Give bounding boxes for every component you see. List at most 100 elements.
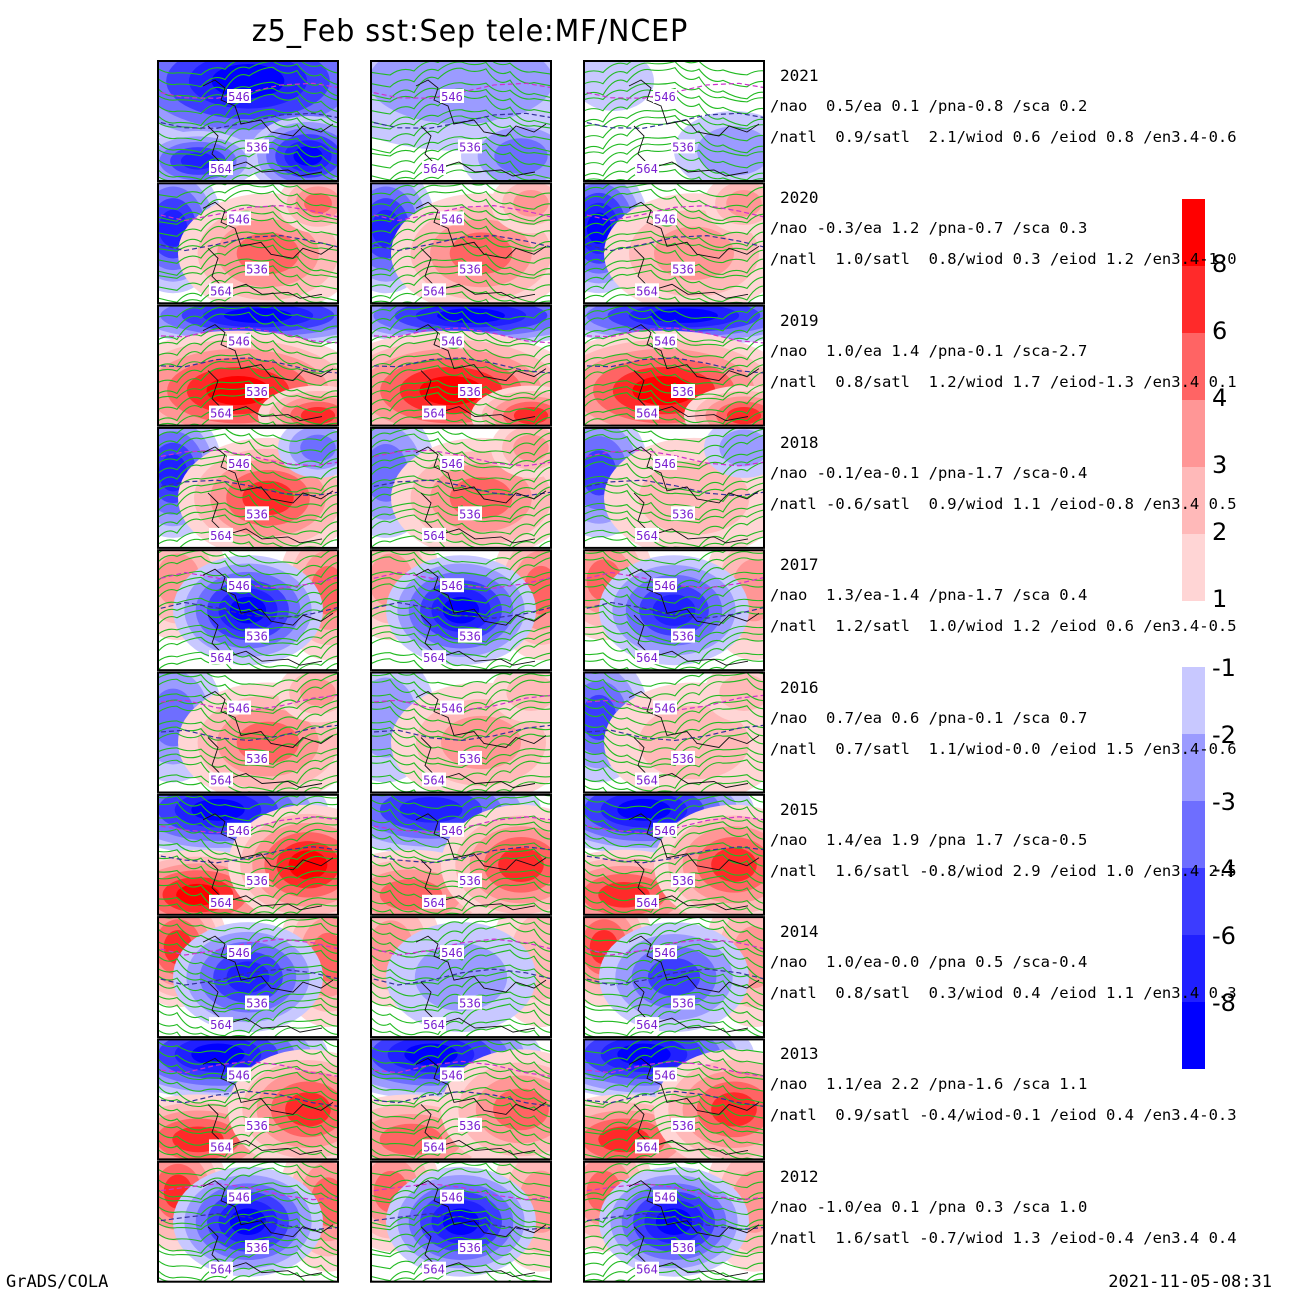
geopotential-contour xyxy=(371,997,551,1024)
geopotential-contour xyxy=(371,305,551,332)
map-panel-2020-2: 536 546 564 xyxy=(371,183,551,304)
coastline xyxy=(202,1180,334,1278)
geopotential-contour xyxy=(584,353,764,374)
geopotential-contour xyxy=(158,1003,338,1037)
coastline xyxy=(202,201,334,299)
geopotential-contour xyxy=(613,1269,703,1282)
climatology-contour xyxy=(158,724,338,742)
contour-label: 546 xyxy=(441,335,463,349)
geopotential-contour xyxy=(229,1269,307,1282)
climatology-contour xyxy=(158,938,338,956)
year-label: 2012 xyxy=(780,1166,819,1186)
footer-timestamp: 2021-11-05-08:31 xyxy=(1108,1272,1272,1292)
panel-frame xyxy=(583,60,765,182)
geopotential-contour xyxy=(371,1209,551,1231)
contour-label-box xyxy=(458,1117,482,1132)
colorbar-label: 2 xyxy=(1212,518,1228,546)
anomaly-contour-fill xyxy=(638,460,750,535)
geopotential-contour xyxy=(584,114,764,142)
panel-frame xyxy=(583,793,765,916)
climatology-contour xyxy=(584,1183,764,1201)
geopotential-contour xyxy=(584,1221,764,1255)
geopotential-contour xyxy=(608,550,728,565)
geopotential-contour xyxy=(158,1039,338,1054)
colorbar-label: -3 xyxy=(1212,788,1236,816)
contour-label-box xyxy=(227,455,251,470)
geopotential-contour xyxy=(371,311,551,344)
anomaly-contour-fill xyxy=(300,434,336,462)
geopotential-contour xyxy=(371,760,551,793)
geopotential-contour xyxy=(158,353,338,375)
contour-label-box xyxy=(209,894,233,909)
climatology-contour xyxy=(158,327,338,344)
geopotential-contour xyxy=(371,1039,551,1066)
anomaly-contour-fill xyxy=(494,138,548,174)
geopotential-contour xyxy=(158,828,338,861)
coastline xyxy=(202,1057,334,1155)
geopotential-contour xyxy=(584,67,764,100)
contour-label-box xyxy=(440,1067,464,1082)
contour-label: 546 xyxy=(228,1068,250,1082)
panel-frame xyxy=(370,916,552,1039)
geopotential-contour xyxy=(187,413,277,426)
climatology-contour xyxy=(371,327,551,344)
colorbar-swatch-negative xyxy=(1182,1002,1205,1069)
geopotential-contour xyxy=(584,672,764,699)
contour-label: 546 xyxy=(441,90,463,104)
geopotential-contour xyxy=(158,61,338,88)
panel-frame xyxy=(583,1160,765,1283)
contour-label-box xyxy=(653,1189,677,1204)
colorbar-label: -2 xyxy=(1212,721,1236,749)
anomaly-contour-fill xyxy=(293,146,323,166)
ocean-indices: /natl 0.8/satl 1.2/wiod 1.7 /eiod-1.3 /e… xyxy=(770,372,1237,391)
contour-label-box xyxy=(635,1139,659,1154)
geopotential-contour xyxy=(158,1209,338,1230)
contour-label-box xyxy=(422,1139,446,1154)
coastline xyxy=(415,201,547,299)
climatology-contour xyxy=(584,938,764,956)
contour-label: 546 xyxy=(228,335,250,349)
colorbar-swatch-negative xyxy=(1182,801,1205,868)
geopotential-contour xyxy=(158,882,338,915)
geopotential-contour xyxy=(158,1119,338,1146)
climatology-contour xyxy=(584,327,764,344)
contour-label: 546 xyxy=(441,457,463,471)
geopotential-contour xyxy=(158,433,338,466)
geopotential-contour xyxy=(158,475,338,496)
contour-label: 536 xyxy=(459,507,481,521)
geopotential-contour xyxy=(371,794,551,821)
anomaly-contour-fill xyxy=(285,1092,331,1127)
panel-frame xyxy=(157,182,339,305)
coastline xyxy=(202,79,334,177)
geopotential-contour xyxy=(371,508,551,535)
map-panel-2017-2: 536 546 564 xyxy=(371,550,551,671)
anomaly-contour-fill xyxy=(506,674,551,711)
contour-label-box xyxy=(245,139,269,154)
geopotential-contour xyxy=(584,508,764,536)
climatology-contour xyxy=(158,601,338,619)
panel-frame xyxy=(157,671,339,794)
anomaly-contour-fill xyxy=(652,594,696,626)
geopotential-contour xyxy=(371,243,551,276)
contour-label-box xyxy=(671,261,695,276)
contour-label: 536 xyxy=(459,263,481,277)
geopotential-contour xyxy=(158,147,338,181)
contour-label: 546 xyxy=(654,212,676,226)
contour-label-box xyxy=(458,628,482,643)
teleconnection-indices: /nao 0.5/ea 0.1 /pna-0.8 /sca 0.2 xyxy=(770,97,1088,115)
geopotential-contour xyxy=(584,598,764,619)
geopotential-contour xyxy=(371,672,551,700)
geopotential-contour xyxy=(158,582,338,615)
contour-label-box xyxy=(209,405,233,420)
contour-label: 546 xyxy=(441,1068,463,1082)
panel-frame xyxy=(370,304,552,427)
contour-label-box xyxy=(458,873,482,888)
climatology-contour xyxy=(371,601,551,619)
contour-label-box xyxy=(635,405,659,420)
geopotential-contour xyxy=(371,359,551,386)
contour-label-box xyxy=(440,211,464,226)
geopotential-contour xyxy=(371,1168,551,1201)
geopotential-contour xyxy=(158,795,338,822)
contour-label-box xyxy=(245,750,269,765)
geopotential-contour xyxy=(371,699,551,727)
